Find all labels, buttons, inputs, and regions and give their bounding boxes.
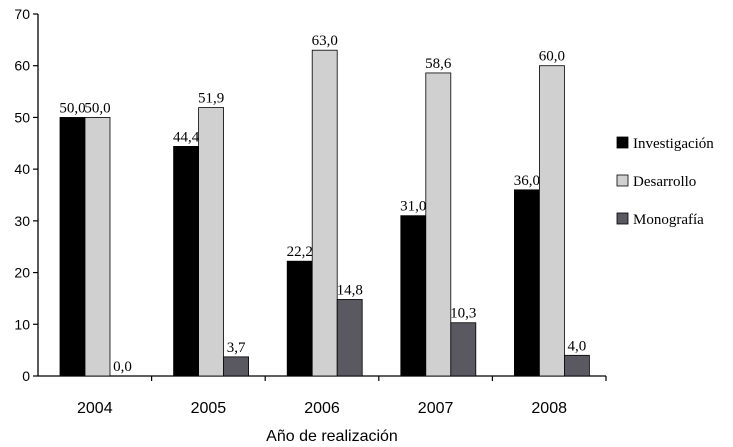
bar-monografia-2005 (223, 356, 250, 377)
bar-monografia-2007 (450, 322, 477, 377)
bar-investigacion-2005 (173, 145, 200, 377)
data-label: 14,8 (337, 282, 363, 298)
bar-desarrollo-2006 (311, 49, 338, 377)
data-label: 3,7 (227, 340, 246, 356)
bar-desarrollo-2005 (198, 107, 225, 377)
x-tick-label: 2005 (191, 400, 227, 417)
y-tick-label: 0 (22, 368, 30, 384)
data-labels: 50,050,0 0,0 44,4 51,9 3,7 22,2 63,0 14,8 31,0 58… (59, 33, 586, 375)
y-tick-label: 10 (14, 316, 30, 332)
data-label: 36,0 (514, 173, 540, 189)
bar-monografia-2008 (564, 354, 590, 377)
bar-investigacion-2004 (59, 117, 86, 377)
legend-label: Monografía (633, 212, 704, 228)
x-tick-label: 2008 (531, 400, 567, 417)
data-label: 60,0 (539, 49, 565, 65)
legend: Investigación Desarrollo Monografía (616, 136, 714, 228)
data-label: 51,9 (198, 91, 224, 107)
y-tick-label: 30 (14, 213, 30, 229)
bars (59, 49, 590, 377)
legend-swatch (616, 174, 629, 187)
bar-desarrollo-2008 (539, 65, 565, 377)
data-label: 10,3 (450, 306, 476, 322)
legend-label: Desarrollo (633, 174, 696, 190)
data-label: 58,6 (425, 56, 452, 72)
bar-investigacion-2007 (400, 215, 427, 377)
bar-monografia-2006 (336, 299, 363, 377)
legend-swatch (616, 136, 629, 149)
data-label: 63,0 (312, 33, 338, 49)
bar-desarrollo-2007 (425, 72, 452, 377)
y-tick-label: 40 (14, 161, 30, 177)
data-label: 44,4 (173, 129, 200, 145)
bar-desarrollo-2004 (84, 117, 111, 377)
x-tick-label: 2004 (77, 400, 113, 417)
y-tick-label: 50 (14, 109, 30, 125)
y-tick-label: 70 (14, 6, 30, 22)
axes: 0 10 20 30 40 50 60 70 2004 2005 2006 2007 2008 (14, 6, 607, 417)
x-tick-label: 2006 (304, 400, 340, 417)
data-label: 22,2 (287, 244, 313, 260)
legend-swatch (616, 212, 629, 225)
bar-investigacion-2008 (514, 189, 540, 377)
legend-label: Investigación (633, 136, 714, 152)
data-label: 50,0 (84, 100, 110, 116)
x-tick-label: 2007 (418, 400, 454, 417)
data-label: 4,0 (568, 338, 587, 354)
y-tick-label: 20 (14, 265, 30, 281)
data-label: 50,0 (59, 100, 85, 116)
bar-investigacion-2006 (286, 260, 313, 377)
x-axis-title: Año de realización (266, 428, 398, 445)
y-tick-label: 60 (14, 58, 30, 74)
data-label: 0,0 (113, 359, 132, 375)
data-label: 31,0 (400, 199, 426, 215)
